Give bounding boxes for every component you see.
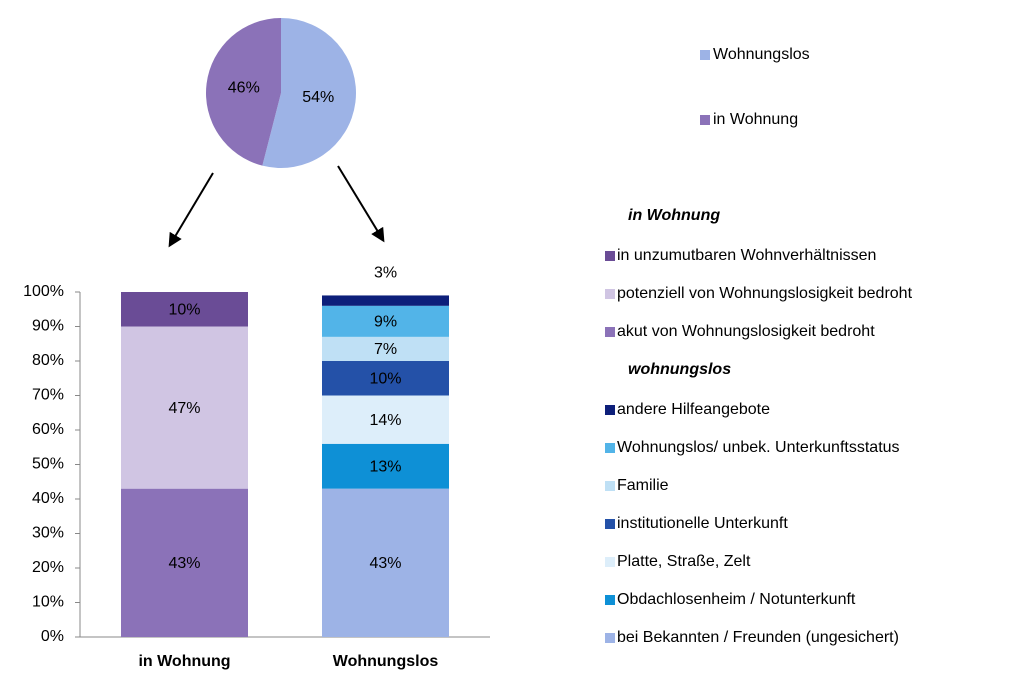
arrow (337, 165, 385, 243)
y-tick-label: 10% (32, 594, 64, 611)
pie-slice (262, 18, 356, 168)
bar-label: 43% (369, 555, 401, 572)
y-tick-label: 20% (32, 559, 64, 576)
bar-segment (121, 488, 248, 637)
legend-label: institutionelle Unterkunft (617, 515, 788, 532)
x-tick-label: Wohnungslos (333, 653, 439, 670)
y-tick-label: 30% (32, 525, 64, 542)
y-tick-label: 70% (32, 387, 64, 404)
bar-segment (322, 443, 449, 489)
legend-swatch (605, 519, 615, 529)
bar-segment (322, 361, 449, 396)
bar-label: 7% (374, 341, 397, 358)
bar-label: 9% (374, 314, 397, 331)
bar-label: 13% (369, 458, 401, 475)
bar-label: 10% (168, 301, 200, 318)
legend-swatch (605, 327, 615, 337)
legend-label: bei Bekannten / Freunden (ungesichert) (617, 629, 899, 646)
legend-swatch (605, 557, 615, 567)
legend-label: Wohnungslos/ unbek. Unterkunftsstatus (617, 439, 900, 456)
bar-segment (322, 336, 449, 361)
y-tick-label: 80% (32, 352, 64, 369)
x-tick-label: in Wohnung (138, 653, 230, 670)
bar-segment (322, 305, 449, 337)
y-tick-label: 100% (23, 283, 64, 300)
legend-swatch (700, 115, 710, 125)
legend-label: potenziell von Wohnungslosigkeit bedroht (617, 285, 913, 302)
legend-label: Platte, Straße, Zelt (617, 553, 751, 570)
bar-segment (121, 292, 248, 327)
y-tick-label: 0% (41, 628, 64, 645)
y-tick-label: 90% (32, 318, 64, 335)
legend-swatch (605, 405, 615, 415)
y-tick-label: 40% (32, 490, 64, 507)
legend-swatch (605, 481, 615, 491)
y-tick-label: 60% (32, 421, 64, 438)
pie-label: 54% (302, 89, 334, 106)
legend-swatch (605, 443, 615, 453)
bar-segment (322, 295, 449, 306)
bar-label: 14% (369, 412, 401, 429)
legend-label: akut von Wohnungslosigkeit bedroht (617, 323, 875, 340)
legend-swatch (605, 595, 615, 605)
legend-label: Obdachlosenheim / Notunterkunft (617, 591, 856, 608)
legend-label: in Wohnung (713, 111, 798, 128)
legend-label: in unzumutbaren Wohnverhältnissen (617, 247, 876, 264)
legend-swatch (700, 50, 710, 60)
legend-swatch (605, 289, 615, 299)
legend-swatch (605, 251, 615, 261)
bar-segment (322, 395, 449, 444)
legend-header: in Wohnung (628, 207, 720, 224)
legend-label: Familie (617, 477, 669, 494)
pie-label: 46% (228, 80, 260, 97)
bar-label: 10% (369, 370, 401, 387)
bar-segment (121, 326, 248, 489)
bar-label: 3% (374, 265, 397, 282)
y-tick-label: 50% (32, 456, 64, 473)
legend-swatch (605, 633, 615, 643)
bar-segment (322, 488, 449, 637)
arrow (168, 172, 214, 248)
bar-label: 43% (168, 555, 200, 572)
legend-header: wohnungslos (628, 361, 731, 378)
legend-label: andere Hilfeangebote (617, 401, 770, 418)
bar-label: 47% (168, 400, 200, 417)
legend-label: Wohnungslos (713, 46, 810, 63)
pie-slice (206, 18, 281, 166)
